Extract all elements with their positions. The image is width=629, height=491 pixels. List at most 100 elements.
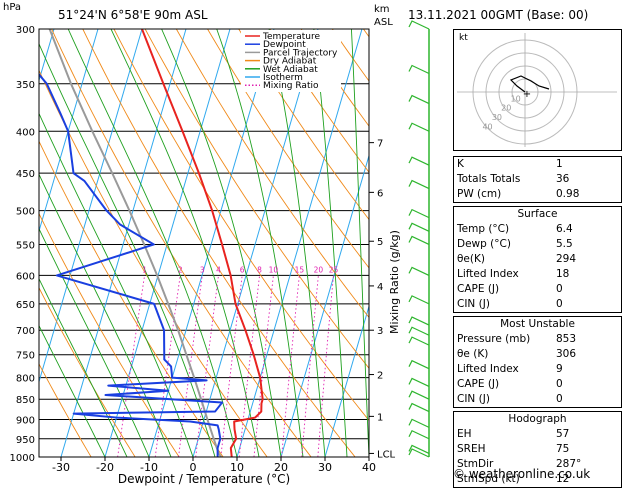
- table-row: Lifted Index 9: [454, 362, 621, 377]
- table-title: Hodograph: [508, 413, 567, 425]
- isotherm-line: [39, 29, 143, 384]
- wind-barb: [408, 179, 430, 190]
- table-row: StmSpd (kt) 12: [454, 472, 621, 487]
- dry-adiabat-line: [269, 29, 369, 174]
- location-label: 51°24'N 6°58'E 90m ASL: [58, 8, 208, 22]
- row-value: 0: [556, 378, 563, 390]
- hodograph-table: Hodograph EH 57 SREH 75 StmDir 287° StmSpd (kt)…: [453, 411, 622, 488]
- mixing-ratio-line: [220, 275, 243, 457]
- dry-adiabat-line: [207, 29, 369, 269]
- mixing-ratio-line: [238, 275, 261, 457]
- row-label: Totals Totals: [457, 173, 521, 185]
- row-value: 12: [556, 473, 570, 485]
- dry-adiabat-line: [175, 29, 369, 319]
- row-label: CIN (J): [457, 298, 490, 310]
- mixing-ratio-tick-label: 6: [240, 265, 245, 274]
- height-tick-label: 3: [377, 326, 383, 337]
- legend-entry: Mixing Ratio: [263, 81, 319, 91]
- row-label: θe (K): [457, 348, 489, 360]
- mixing-ratio-line: [317, 275, 334, 457]
- table-row: CAPE (J) 0: [454, 282, 621, 297]
- temperature-line: [141, 29, 264, 457]
- x-tick-label: 10: [230, 461, 244, 474]
- row-value: 18: [556, 268, 570, 280]
- row-label: Lifted Index: [457, 268, 519, 280]
- row-label: Lifted Index: [457, 363, 519, 375]
- x-axis-label: Dewpoint / Temperature (°C): [118, 472, 290, 486]
- row-label: PW (cm): [457, 188, 502, 200]
- row-label: K: [457, 158, 464, 170]
- pressure-tick-label: 600: [16, 271, 35, 282]
- wind-barb: [408, 94, 430, 105]
- row-value: 0: [556, 298, 563, 310]
- copyright-footer: © weatheronline.co.uk: [453, 467, 591, 481]
- row-label: CIN (J): [457, 393, 490, 405]
- table-row: Totals Totals 36: [454, 172, 621, 187]
- row-label: CAPE (J): [457, 378, 500, 390]
- mixing-ratio-tick-label: 15: [295, 265, 305, 274]
- legend-entry: Dewpoint: [263, 40, 306, 50]
- wind-barb: [408, 336, 430, 346]
- wind-barb: [408, 122, 430, 132]
- height-unit-label: km ASL: [374, 4, 393, 28]
- wind-barb: [408, 418, 430, 428]
- wind-barb: [408, 20, 430, 30]
- wet-adiabat-line: [110, 29, 260, 457]
- dry-adiabat-line: [51, 29, 312, 457]
- hodograph-ring-label: 20: [501, 104, 511, 113]
- pressure-tick-label: 300: [16, 25, 35, 36]
- height-tick-label: 6: [377, 188, 383, 199]
- hodograph-ring-label: 30: [492, 113, 502, 122]
- table-title: Surface: [517, 208, 558, 220]
- isotherm-line: [39, 29, 99, 233]
- pressure-tick-label: 750: [16, 351, 35, 362]
- legend-entry: Isotherm: [263, 73, 303, 83]
- wet-adiabat-line: [161, 29, 282, 457]
- hodograph-unit-label: kt: [459, 33, 468, 43]
- pressure-tick-label: 950: [16, 435, 35, 446]
- wind-barb: [408, 359, 430, 370]
- skew-t-chart: 1 2 3 4 6 8 10 15 20 25 3003504004505005506006507…: [10, 20, 430, 486]
- isotherm-line: [104, 29, 231, 457]
- wind-barb: [408, 208, 430, 219]
- wind-barb: [408, 444, 430, 454]
- mixing-ratio-line: [253, 275, 274, 457]
- mixing-ratio-line: [154, 275, 181, 457]
- row-value: 1: [556, 158, 563, 170]
- row-value: 0: [556, 283, 563, 295]
- stability-tables: K 1 Totals Totals 36 PW (cm) 0.98 Surface Temp…: [453, 156, 622, 491]
- dewpoint-line: [39, 72, 224, 457]
- x-tick-label: 30: [318, 461, 332, 474]
- table-row: Dewp (°C) 5.5: [454, 237, 621, 252]
- legend-entry: Temperature: [262, 32, 320, 42]
- dry-adiabat-line: [238, 29, 369, 221]
- wind-barb: [408, 64, 430, 75]
- wind-barb: [408, 222, 430, 232]
- wet-adiabat-line: [216, 29, 304, 457]
- row-label: Pressure (mb): [457, 333, 531, 345]
- most-unstable-table: Most Unstable Pressure (mb) 853 θe (K) 306 Li…: [453, 316, 622, 408]
- pressure-tick-label: 450: [16, 169, 35, 180]
- row-value: 287°: [556, 458, 582, 470]
- table-row: Temp (°C) 6.4: [454, 222, 621, 237]
- storm-motion-marker: +: [523, 89, 531, 100]
- mixing-ratio-tick-label: 20: [314, 265, 324, 274]
- pressure-tick-label: 900: [16, 416, 35, 427]
- table-row: EH 57: [454, 427, 621, 442]
- row-label: StmDir: [457, 458, 494, 470]
- table-title: Most Unstable: [500, 318, 575, 330]
- x-tick-label: -10: [140, 461, 158, 474]
- wind-barb: [408, 390, 430, 400]
- row-value: 5.5: [556, 238, 573, 250]
- parcel-trajectory-line: [48, 29, 222, 457]
- mixing-ratio-line: [281, 275, 300, 457]
- height-tick-label: 2: [377, 371, 383, 382]
- wind-barb: [408, 316, 430, 326]
- datetime-label: 13.11.2021 00GMT (Base: 00): [408, 8, 589, 22]
- row-value: 294: [556, 253, 577, 265]
- mixing-ratio-line: [117, 275, 146, 457]
- mixing-ratio-tick-label: 4: [216, 265, 221, 274]
- row-value: 853: [556, 333, 577, 345]
- surface-table: Surface Temp (°C) 6.4 Dewp (°C) 5.5 θe(K) 294 L…: [453, 206, 622, 313]
